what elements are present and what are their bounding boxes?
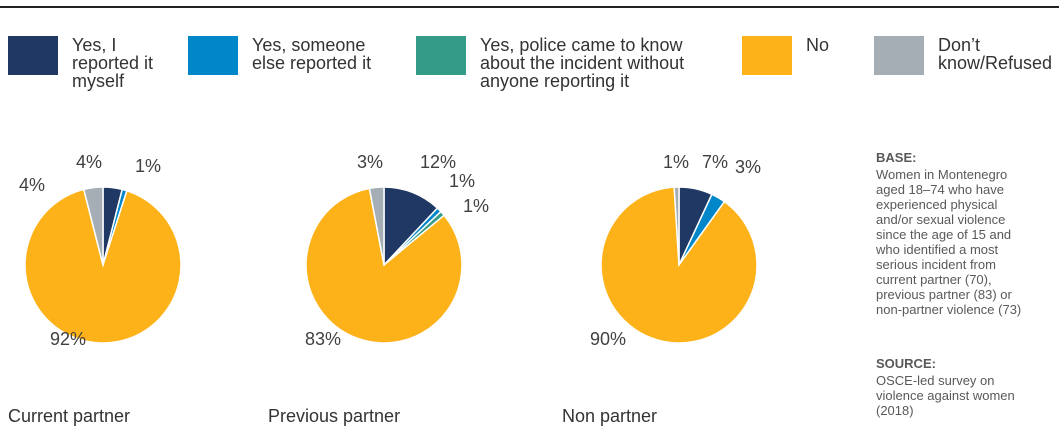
data-label: 92% <box>50 329 86 349</box>
legend-swatch <box>416 36 466 75</box>
base-line: current partner (70), <box>876 272 992 287</box>
chart-title-current-partner: Current partner <box>8 406 131 426</box>
data-label: 12% <box>420 152 456 172</box>
pie-slice <box>82 186 104 266</box>
data-label: 4% <box>76 152 102 172</box>
legend-swatch <box>742 36 792 75</box>
legend-label: Yes, I reported it myself <box>72 35 154 91</box>
data-label: 7% <box>702 152 728 172</box>
data-label: 1% <box>663 152 689 172</box>
pie-non-partner: 7% 3% 90% 1% <box>590 152 761 349</box>
base-line: non-partner violence (73) <box>876 302 1022 317</box>
legend: Yes, I reported it myself Yes, someone e… <box>0 36 1059 126</box>
legend-item-reported-myself: Yes, I reported it myself <box>8 36 153 90</box>
top-rule <box>0 6 1059 8</box>
pie-slice <box>673 186 680 266</box>
data-label: 1% <box>449 171 475 191</box>
legend-item-dont-know: Don’t know/Refused <box>874 36 1052 75</box>
data-label: 3% <box>735 157 761 177</box>
pie-current-partner: 4% 1% 92% 4% <box>19 152 182 349</box>
legend-label: Don’t know/Refused <box>938 35 1053 73</box>
base-line: aged 18–74 who have <box>876 182 1004 197</box>
legend-item-police-knew: Yes, police came to know about the incid… <box>416 36 684 90</box>
data-label: 1% <box>135 156 161 176</box>
legend-label: Yes, police came to know about the incid… <box>480 35 685 91</box>
source-line: OSCE-led survey on <box>876 373 995 388</box>
data-label: 1% <box>463 196 489 216</box>
base-line: Women in Montenegro <box>876 167 1008 182</box>
base-line: who identified a most <box>876 242 999 257</box>
source-line: (2018) <box>876 403 914 418</box>
source-line: violence against women <box>876 388 1015 403</box>
legend-swatch <box>188 36 238 75</box>
data-label: 4% <box>19 175 45 195</box>
legend-swatch <box>8 36 58 75</box>
legend-swatch <box>874 36 924 75</box>
source-heading: SOURCE: <box>876 356 936 371</box>
pie-previous-partner: 12%1%1%83%3% <box>305 152 489 349</box>
base-line: previous partner (83) or <box>876 287 1012 302</box>
base-heading: BASE: <box>876 150 917 165</box>
pie-slice <box>600 186 758 344</box>
data-label: 90% <box>590 329 626 349</box>
legend-item-someone-else: Yes, someone else reported it <box>188 36 371 75</box>
legend-item-no: No <box>742 36 829 75</box>
chart-title-previous-partner: Previous partner <box>268 406 401 426</box>
source-note: SOURCE: OSCE-led survey on violence agai… <box>876 356 1056 418</box>
legend-label: No <box>806 35 830 55</box>
base-note: BASE: Women in Montenegro aged 18–74 who… <box>876 150 1056 317</box>
data-label: 3% <box>357 152 383 172</box>
base-line: since the age of 15 and <box>876 227 1012 242</box>
pie-slice <box>368 186 385 266</box>
base-line: experienced physical <box>876 197 998 212</box>
pie-slice <box>305 187 463 344</box>
pie-slice <box>24 188 182 344</box>
base-line: and/or sexual violence <box>876 212 1006 227</box>
data-label: 83% <box>305 329 341 349</box>
legend-label: Yes, someone else reported it <box>252 35 372 73</box>
chart-title-non-partner: Non partner <box>562 406 658 426</box>
base-line: serious incident from <box>876 257 996 272</box>
